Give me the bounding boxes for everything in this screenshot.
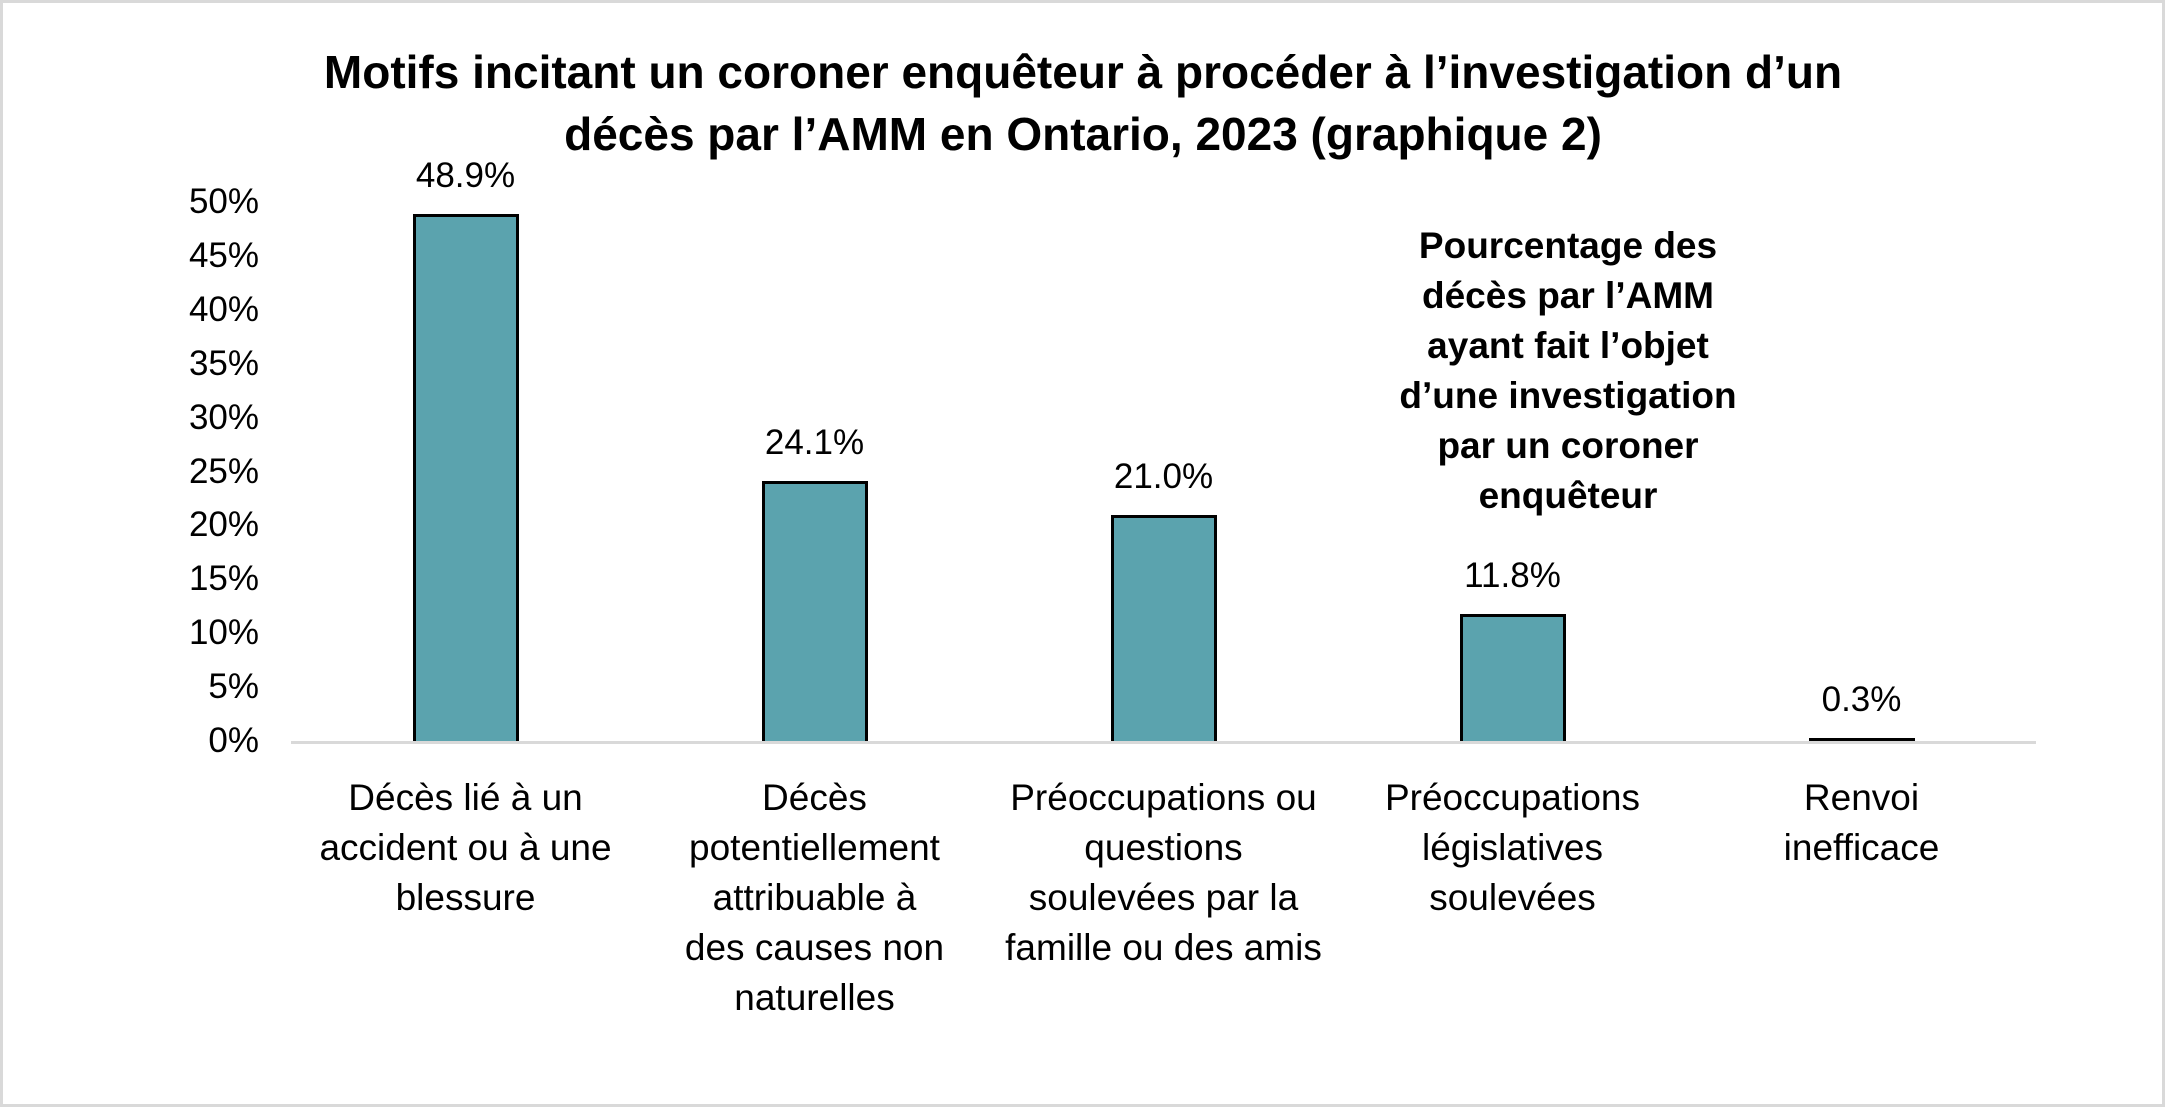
y-tick-label: 50% (188, 182, 259, 221)
bar (412, 213, 519, 741)
x-tick-label: Décès potentiellement attribuable à des cau… (640, 773, 989, 1023)
x-tick-label-line: Préoccupations (1384, 777, 1641, 818)
x-tick-label-line: famille ou des amis (1005, 927, 1322, 968)
annotation-line: enquêteur (1478, 475, 1658, 516)
x-tick-label-line: attribuable à (712, 877, 917, 918)
y-tick-label: 15% (188, 559, 259, 599)
y-tick-label: 0% (208, 721, 259, 760)
bar (1808, 737, 1915, 741)
chart-title-line-1: Motifs incitant un coroner enquêteur à p… (323, 46, 1843, 98)
x-tick-label: Décès lié à un accident ou à une blessure (291, 773, 640, 923)
data-label: 48.9% (415, 155, 516, 195)
x-tick-label: Préoccupations législatives soulevées (1338, 773, 1687, 923)
x-tick-label: Préoccupations ou questions soulevées par … (989, 773, 1338, 973)
annotation-line: d’une investigation (1399, 375, 1737, 416)
x-tick-label-line: Préoccupations ou (1010, 777, 1317, 818)
x-tick-label-line: blessure (395, 877, 536, 918)
data-label: 0.3% (1821, 679, 1902, 719)
x-tick-label-line: soulevées par la (1028, 877, 1299, 918)
annotation-line: par un coroner (1437, 425, 1699, 466)
y-tick-label: 10% (188, 613, 259, 653)
x-tick-label-line: potentiellement (689, 827, 940, 868)
x-tick-label-line: Décès (762, 777, 867, 818)
y-tick-label: 20% (188, 505, 259, 545)
x-tick-label-line: naturelles (734, 977, 895, 1018)
x-axis-line (291, 741, 2036, 744)
bar (761, 481, 868, 741)
y-tick-label: 35% (188, 343, 259, 383)
data-label: 21.0% (1113, 456, 1214, 496)
x-tick-label-line: questions (1084, 827, 1243, 868)
x-tick-label-line: inefficace (1783, 827, 1940, 868)
bar (1459, 613, 1566, 741)
x-tick-label-line: soulevées (1429, 877, 1596, 918)
x-tick-label-line: Renvoi (1803, 777, 1920, 818)
annotation-line: décès par l’AMM (1422, 275, 1714, 316)
data-label: 24.1% (764, 423, 865, 463)
y-tick-label: 30% (188, 397, 259, 437)
y-tick-label: 25% (188, 451, 259, 491)
y-tick-label: 45% (188, 235, 259, 275)
y-tick-label: 5% (208, 667, 259, 707)
x-tick-label: Renvoi inefficace (1687, 773, 2036, 873)
x-tick-label-line: Décès lié à un (348, 777, 583, 818)
x-tick-label-line: législatives (1422, 827, 1603, 868)
data-label: 11.8% (1464, 555, 1561, 595)
x-tick-label-line: des causes non (684, 927, 945, 968)
bar (1110, 514, 1217, 741)
chart-annotation: Pourcentage des décès par l’AMM ayant fa… (1353, 221, 1783, 521)
annotation-line: ayant fait l’objet (1427, 325, 1709, 366)
annotation-line: Pourcentage des (1418, 225, 1718, 266)
chart-title: Motifs incitant un coroner enquêteur à p… (183, 41, 1983, 165)
y-tick-label: 40% (188, 289, 259, 329)
chart-title-line-2: décès par l’AMM en Ontario, 2023 (graphi… (564, 108, 1602, 160)
x-tick-label-line: accident ou à une (319, 827, 612, 868)
